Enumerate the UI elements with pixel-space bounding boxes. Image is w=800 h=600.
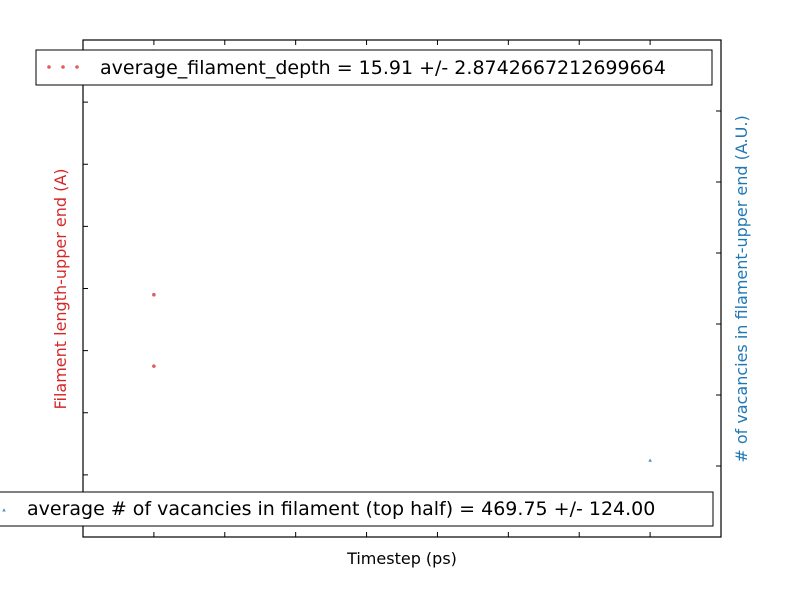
legend-top: average_filament_depth = 15.91 +/- 2.874… — [35, 49, 713, 86]
right-y-axis-label: # of vacancies in filament-upper end (A.… — [732, 115, 751, 462]
legend-top-frame — [35, 49, 713, 86]
legend-bottom-marker — [2, 508, 6, 512]
data-point-right — [648, 458, 652, 462]
x-axis-ticks — [82, 40, 722, 537]
legend-marker-dot — [47, 65, 51, 69]
right-y-axis-ticks — [716, 39, 721, 538]
left-y-axis-ticks — [83, 39, 88, 538]
x-axis-label: Timestep (ps) — [346, 549, 457, 568]
legend-bottom: average # of vacancies in filament (top … — [0, 491, 714, 527]
legend-bottom-label: average # of vacancies in filament (top … — [27, 498, 655, 520]
data-point-left — [152, 364, 156, 368]
data-point-left — [152, 292, 156, 297]
legend-marker-dot — [61, 65, 65, 69]
data-points — [152, 48, 652, 462]
legend-top-marker — [47, 65, 79, 69]
legend-bottom-frame — [0, 491, 714, 527]
legend-marker-dot — [75, 65, 79, 69]
plot-area-frame — [82, 39, 722, 538]
legend-top-label: average_filament_depth = 15.91 +/- 2.874… — [100, 57, 666, 79]
legend-marker-triangle — [2, 508, 6, 512]
left-y-axis-label: Filament length-upper end (A) — [51, 168, 70, 409]
